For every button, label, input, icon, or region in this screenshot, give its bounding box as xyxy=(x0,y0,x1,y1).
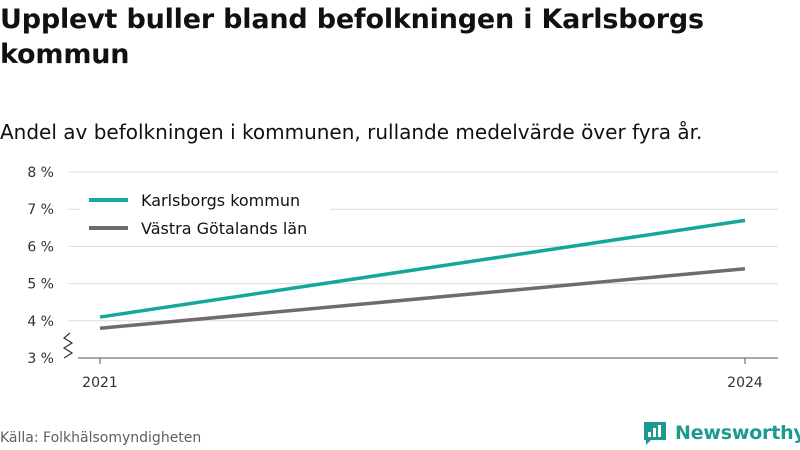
axis-break-mark xyxy=(62,332,74,359)
x-tick-label: 2024 xyxy=(727,375,763,391)
series-line xyxy=(99,218,746,319)
chart-subtitle: Andel av befolkningen i kommunen, rullan… xyxy=(0,120,703,144)
x-tick-label: 2021 xyxy=(82,375,118,391)
legend-box xyxy=(80,186,330,244)
legend-label: Västra Götalands län xyxy=(141,219,307,238)
y-tick-label: 3 % xyxy=(27,351,54,367)
line-chart: 3 % 4 % 5 % 6 % 7 % 8 % 2021 2024 Karlsborgs kom… xyxy=(27,165,778,391)
brand-logo: Newsworthy xyxy=(642,420,800,446)
series-line xyxy=(99,266,746,330)
y-tick-label: 7 % xyxy=(27,202,54,218)
chart-title: Upplevt buller bland befolkningen i Karl… xyxy=(0,4,704,70)
y-tick-label: 4 % xyxy=(27,314,54,330)
y-tick-label: 5 % xyxy=(27,277,54,293)
brand-name: Newsworthy xyxy=(675,422,800,444)
y-tick-label: 6 % xyxy=(27,239,54,255)
legend-label: Karlsborgs kommun xyxy=(141,191,300,210)
source-note: Källa: Folkhälsomyndigheten xyxy=(0,430,202,446)
newsworthy-logo-icon xyxy=(644,422,666,445)
y-tick-label: 8 % xyxy=(27,165,54,181)
